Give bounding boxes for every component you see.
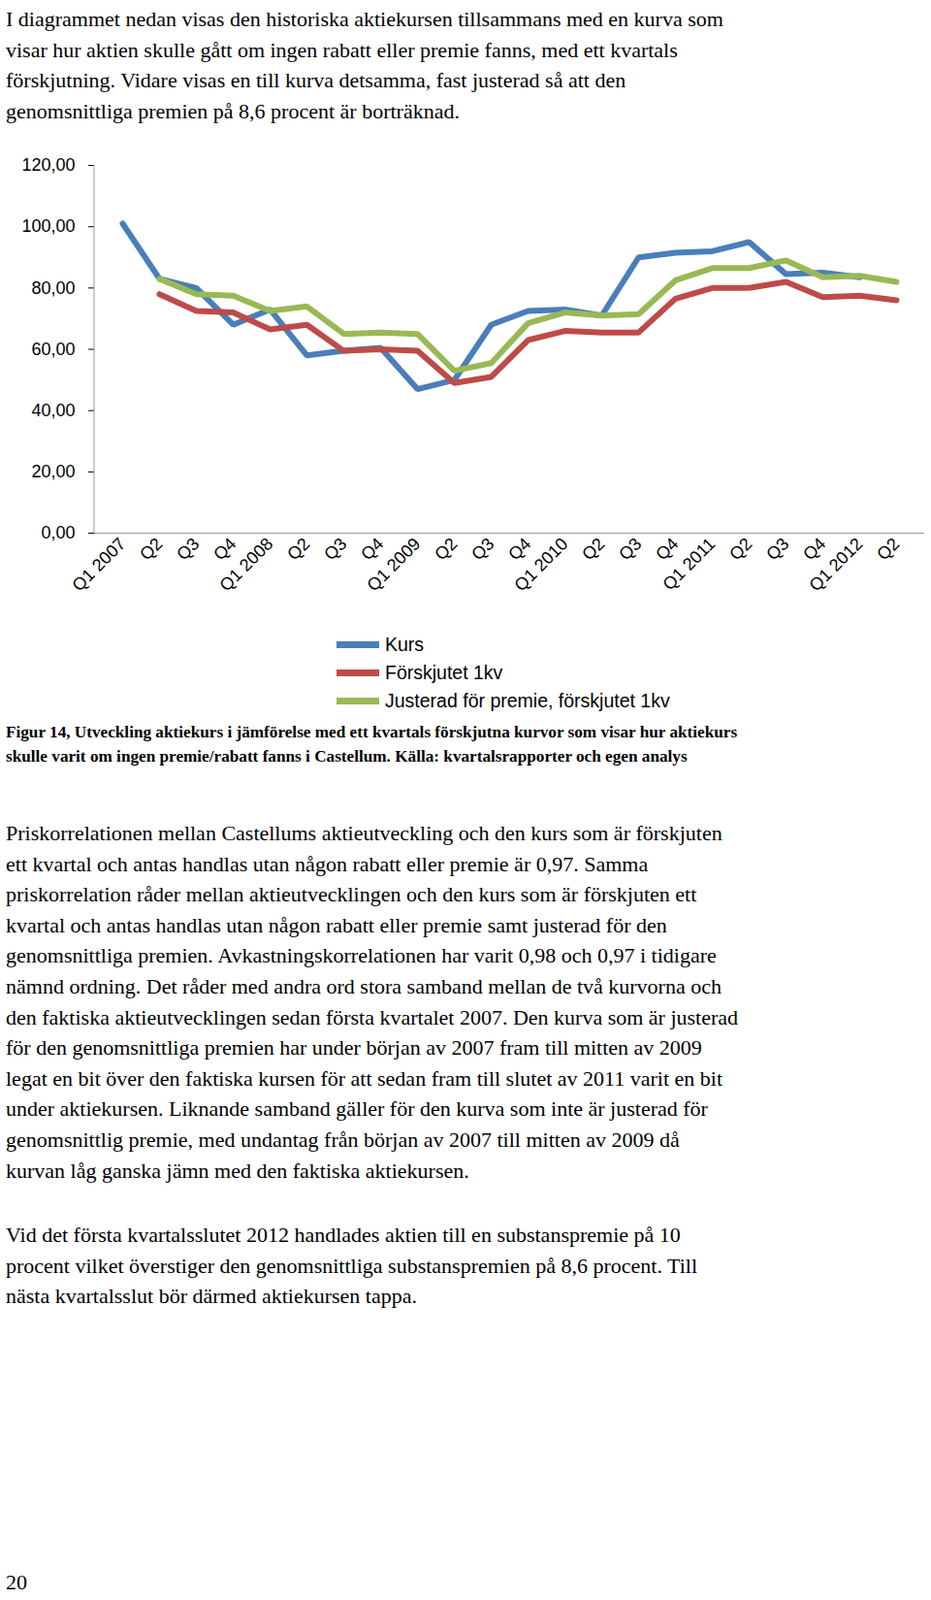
html-text:nästa kvartalsslut bör därmed: nästa kvartalsslut bör därmed aktiekurse… <box>5 1283 418 1308</box>
html-text:genomsnittliga premien på 8,6: genomsnittliga premien på 8,6 procent är… <box>5 98 460 123</box>
svg-text:Q3: Q3 <box>172 533 203 564</box>
html-text:Figur 14, Utveckling aktiekurs: Figur 14, Utveckling aktiekurs i jämföre… <box>5 722 738 741</box>
svg-text:Q4: Q4 <box>799 533 830 564</box>
html-text:procent vilket överstiger den: procent vilket överstiger den genomsnitt… <box>5 1252 698 1277</box>
svg-text:40,00: 40,00 <box>31 400 75 420</box>
html-text:Vid det första kvartalsslutet: Vid det första kvartalsslutet 2012 handl… <box>5 1221 681 1247</box>
svg-text:Q2: Q2 <box>135 533 166 564</box>
svg-text:Q2: Q2 <box>430 533 461 564</box>
html-text:för den genomsnittliga premien: för den genomsnittliga premien har under… <box>5 1034 703 1060</box>
svg-text:Q4: Q4 <box>651 533 682 564</box>
svg-text:80,00: 80,00 <box>31 278 75 298</box>
html-text:nämnd ordning. Det råder med a: nämnd ordning. Det råder med andra ord s… <box>5 973 722 998</box>
html-text:Priskorrelationen mellan Caste: Priskorrelationen mellan Castellums akti… <box>5 820 723 845</box>
html-text:ett kvartal och antas handlas: ett kvartal och antas handlas utan någon… <box>5 851 649 876</box>
svg-text:Q3: Q3 <box>320 533 351 564</box>
svg-text:Q2: Q2 <box>872 533 903 564</box>
html-text:20: 20 <box>5 1569 28 1594</box>
html-text:Förskjutet 1kv: Förskjutet 1kv <box>385 661 503 683</box>
svg-text:Q1 2012: Q1 2012 <box>804 533 867 595</box>
svg-text:Q1 2011: Q1 2011 <box>658 533 719 594</box>
html-text:förskjutning. Vidare visas en: förskjutning. Vidare visas en till kurva… <box>5 68 626 93</box>
svg-text:20,00: 20,00 <box>31 461 75 482</box>
html-text:den faktiska aktieutvecklingen: den faktiska aktieutvecklingen sedan för… <box>5 1004 739 1029</box>
html-text:legat en bit över den faktiska: legat en bit över den faktiska kursen fö… <box>5 1065 723 1090</box>
html-text:genomsnittliga premien. Avkast: genomsnittliga premien. Avkastningskorre… <box>5 943 717 968</box>
svg-text:Q3: Q3 <box>762 533 793 564</box>
svg-text:Q2: Q2 <box>725 533 756 564</box>
svg-text:Q1 2007: Q1 2007 <box>67 533 129 595</box>
html-text:skulle varit om ingen premie/r: skulle varit om ingen premie/rabatt fann… <box>5 746 688 766</box>
html-text:I diagrammet nedan visas den h: I diagrammet nedan visas den historiska … <box>5 6 724 32</box>
svg-text:100,00: 100,00 <box>21 216 75 236</box>
html-text:Kurs: Kurs <box>385 633 424 655</box>
svg-text:0,00: 0,00 <box>40 522 75 543</box>
svg-text:Q1 2010: Q1 2010 <box>510 533 572 595</box>
svg-text:Q1 2009: Q1 2009 <box>362 533 424 595</box>
html-text:priskorrelation råder mellan a: priskorrelation råder mellan aktieutveck… <box>5 881 697 906</box>
svg-text:Q2: Q2 <box>577 533 609 564</box>
svg-text:Q4: Q4 <box>356 533 387 564</box>
svg-text:Q3: Q3 <box>614 533 645 564</box>
svg-text:60,00: 60,00 <box>31 339 75 359</box>
svg-text:Q3: Q3 <box>467 533 498 564</box>
svg-text:Q4: Q4 <box>504 533 535 564</box>
html-text:kvartal och antas handlas utan: kvartal och antas handlas utan någon rab… <box>5 912 668 937</box>
html-text:Justerad för premie, förskjute: Justerad för premie, förskjutet 1kv <box>385 689 670 711</box>
html-text:genomsnittlig premie, med unda: genomsnittlig premie, med undantag från … <box>5 1126 680 1152</box>
svg-text:Q4: Q4 <box>209 533 240 564</box>
svg-text:Q1 2008: Q1 2008 <box>215 533 277 595</box>
html-text:kurvan låg ganska jämn med den: kurvan låg ganska jämn med den faktiska … <box>5 1157 470 1182</box>
svg-text:120,00: 120,00 <box>21 155 75 175</box>
svg-text:Q2: Q2 <box>283 533 314 564</box>
html-text:under aktiekursen. Liknande sa: under aktiekursen. Liknande samband gäll… <box>5 1096 708 1121</box>
html-text:visar hur aktien skulle gått o: visar hur aktien skulle gått om ingen ra… <box>5 37 678 62</box>
